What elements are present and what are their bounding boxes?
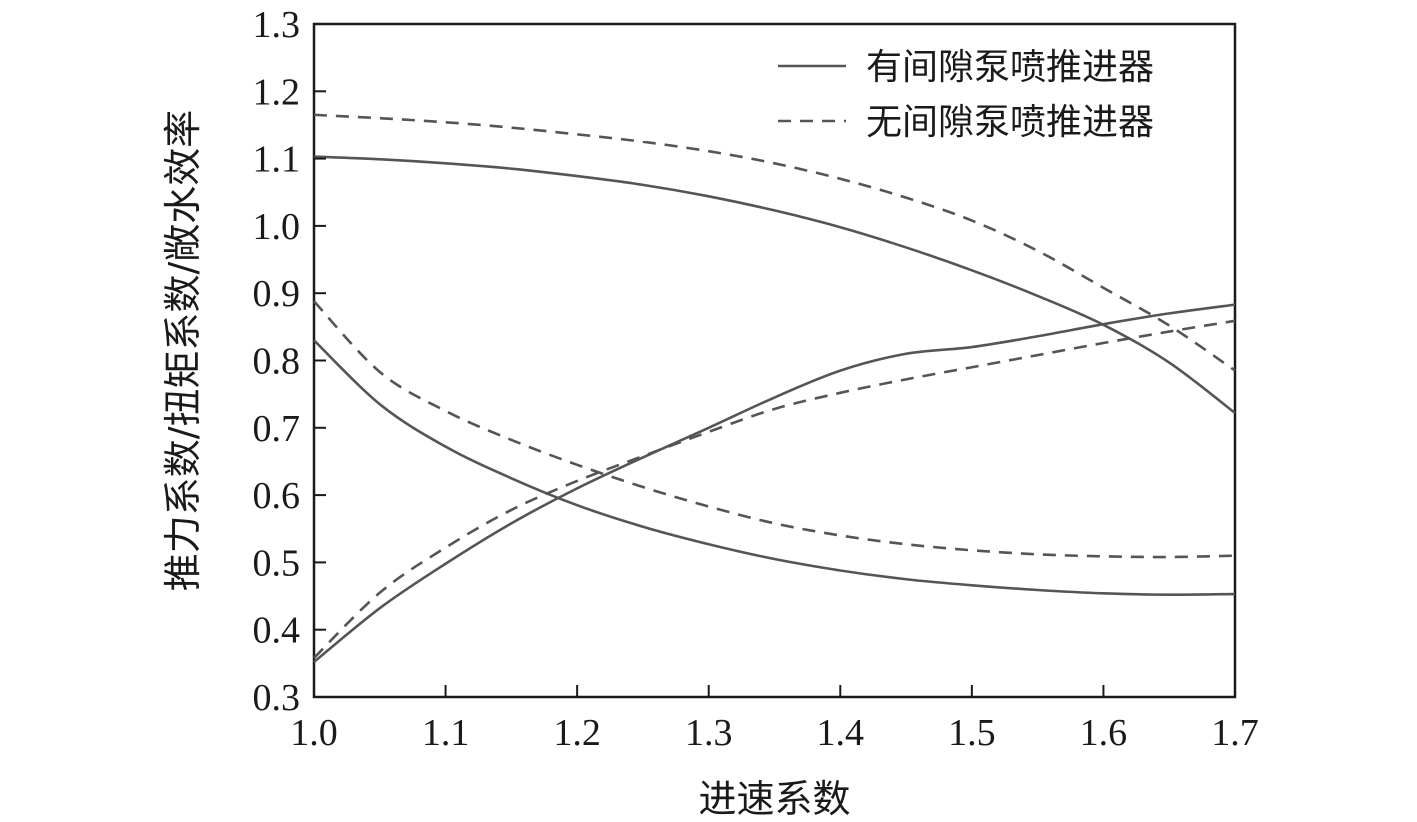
y-tick-label: 0.7 bbox=[253, 408, 301, 450]
legend: 有间隙泵喷推进器 无间隙泵喷推进器 bbox=[778, 47, 1154, 143]
legend-label-no-gap: 无间隙泵喷推进器 bbox=[866, 102, 1154, 143]
series-line-5-dashed bbox=[313, 319, 1236, 659]
y-tick-label: 0.3 bbox=[253, 677, 301, 719]
y-tick-label: 1.2 bbox=[253, 71, 301, 113]
series-line-0-solid bbox=[313, 155, 1236, 415]
x-axis-title: 进速系数 bbox=[698, 777, 850, 821]
x-tick-label: 1.3 bbox=[685, 712, 733, 754]
x-tick-label: 1.2 bbox=[553, 712, 601, 754]
y-tick-label: 0.9 bbox=[253, 273, 301, 315]
y-tick-label: 0.6 bbox=[253, 475, 301, 517]
x-tick-label: 1.7 bbox=[1211, 712, 1259, 754]
y-tick-label: 0.5 bbox=[253, 542, 301, 584]
x-axis: 1.0 1.1 1.2 1.3 1.4 1.5 1.6 1.7 bbox=[290, 685, 1259, 754]
x-tick-label: 1.1 bbox=[422, 712, 470, 754]
series-line-4-solid bbox=[313, 303, 1236, 664]
y-tick-label: 1.0 bbox=[253, 206, 301, 248]
series-layer bbox=[313, 113, 1236, 664]
y-tick-label: 1.1 bbox=[253, 139, 301, 181]
plot-area bbox=[312, 22, 1237, 699]
x-tick-label: 1.5 bbox=[948, 712, 996, 754]
x-tick-label: 1.4 bbox=[817, 712, 865, 754]
series-line-2-solid bbox=[313, 339, 1236, 597]
series-line-3-dashed bbox=[313, 300, 1236, 559]
y-axis-title: 推力系数/扭矩系数/敞水效率 bbox=[161, 110, 205, 592]
series-line-1-dashed bbox=[313, 113, 1236, 372]
y-tick-label: 0.4 bbox=[253, 610, 301, 652]
legend-label-with-gap: 有间隙泵喷推进器 bbox=[866, 47, 1154, 88]
y-tick-label: 0.8 bbox=[253, 341, 301, 383]
x-tick-label: 1.6 bbox=[1080, 712, 1128, 754]
y-axis: 0.3 0.4 0.5 0.6 0.7 0.8 0.9 1.0 1.1 1.2 1.3 bbox=[253, 4, 326, 719]
y-tick-label: 1.3 bbox=[253, 4, 301, 46]
x-tick-label: 1.0 bbox=[290, 712, 338, 754]
